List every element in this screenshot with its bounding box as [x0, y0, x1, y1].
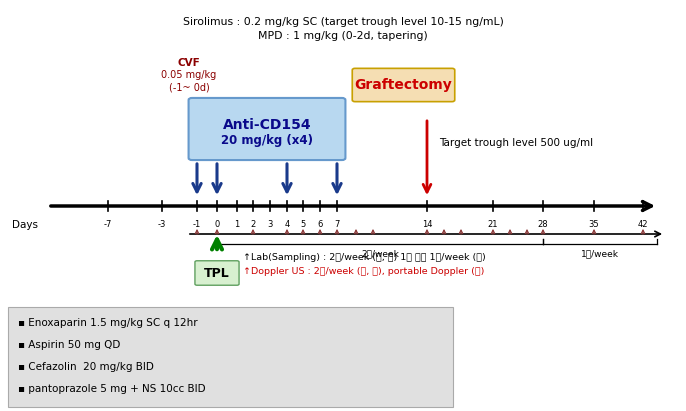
Text: 14: 14 [422, 220, 432, 229]
Text: Days: Days [12, 220, 38, 230]
Text: (-1~ 0d): (-1~ 0d) [169, 82, 209, 92]
FancyBboxPatch shape [352, 68, 455, 102]
Text: 3: 3 [268, 220, 273, 229]
Text: ↑Doppler US : 2회/week (월, 금), portable Doppler (수): ↑Doppler US : 2회/week (월, 금), portable D… [243, 266, 484, 275]
Text: 5: 5 [300, 220, 306, 229]
Bar [8, 307, 453, 407]
Text: -7: -7 [104, 220, 113, 229]
Text: -3: -3 [158, 220, 166, 229]
Text: Anti-CD154: Anti-CD154 [223, 118, 311, 132]
Text: -1: -1 [193, 220, 201, 229]
Text: 20 mg/kg (x4): 20 mg/kg (x4) [221, 134, 313, 146]
Text: Sirolimus : 0.2 mg/kg SC (target trough level 10-15 ng/mL): Sirolimus : 0.2 mg/kg SC (target trough … [182, 17, 504, 27]
Text: ▪ pantoprazole 5 mg + NS 10cc BID: ▪ pantoprazole 5 mg + NS 10cc BID [18, 384, 206, 394]
FancyBboxPatch shape [195, 261, 239, 285]
Text: 1: 1 [235, 220, 239, 229]
Text: ▪ Aspirin 50 mg QD: ▪ Aspirin 50 mg QD [18, 340, 120, 350]
Text: 28: 28 [538, 220, 548, 229]
Text: 7: 7 [334, 220, 340, 229]
Text: ▪ Enoxaparin 1.5 mg/kg SC q 12hr: ▪ Enoxaparin 1.5 mg/kg SC q 12hr [18, 318, 198, 328]
Text: 0: 0 [214, 220, 220, 229]
Text: 35: 35 [589, 220, 600, 229]
Text: CVF: CVF [178, 58, 200, 68]
Text: 6: 6 [318, 220, 322, 229]
Text: Target trough level 500 ug/ml: Target trough level 500 ug/ml [439, 138, 593, 148]
Text: 2: 2 [250, 220, 256, 229]
Text: ▪ Cefazolin  20 mg/kg BID: ▪ Cefazolin 20 mg/kg BID [18, 362, 154, 372]
Text: 42: 42 [638, 220, 648, 229]
Text: 4: 4 [285, 220, 289, 229]
Text: Graftectomy: Graftectomy [355, 78, 452, 92]
Text: 0.05 mg/kg: 0.05 mg/kg [161, 70, 217, 80]
Text: 21: 21 [488, 220, 498, 229]
Text: 2회/week: 2회/week [361, 249, 399, 258]
Text: ↑Lab(Sampling) : 2회/week (금, 월) 1달 이후 1회/week (월): ↑Lab(Sampling) : 2회/week (금, 월) 1달 이후 1회… [243, 252, 486, 261]
FancyBboxPatch shape [189, 98, 346, 160]
Text: MPD : 1 mg/kg (0-2d, tapering): MPD : 1 mg/kg (0-2d, tapering) [258, 31, 428, 41]
Text: 1회/week: 1회/week [581, 249, 619, 258]
Text: TPL: TPL [204, 266, 230, 279]
